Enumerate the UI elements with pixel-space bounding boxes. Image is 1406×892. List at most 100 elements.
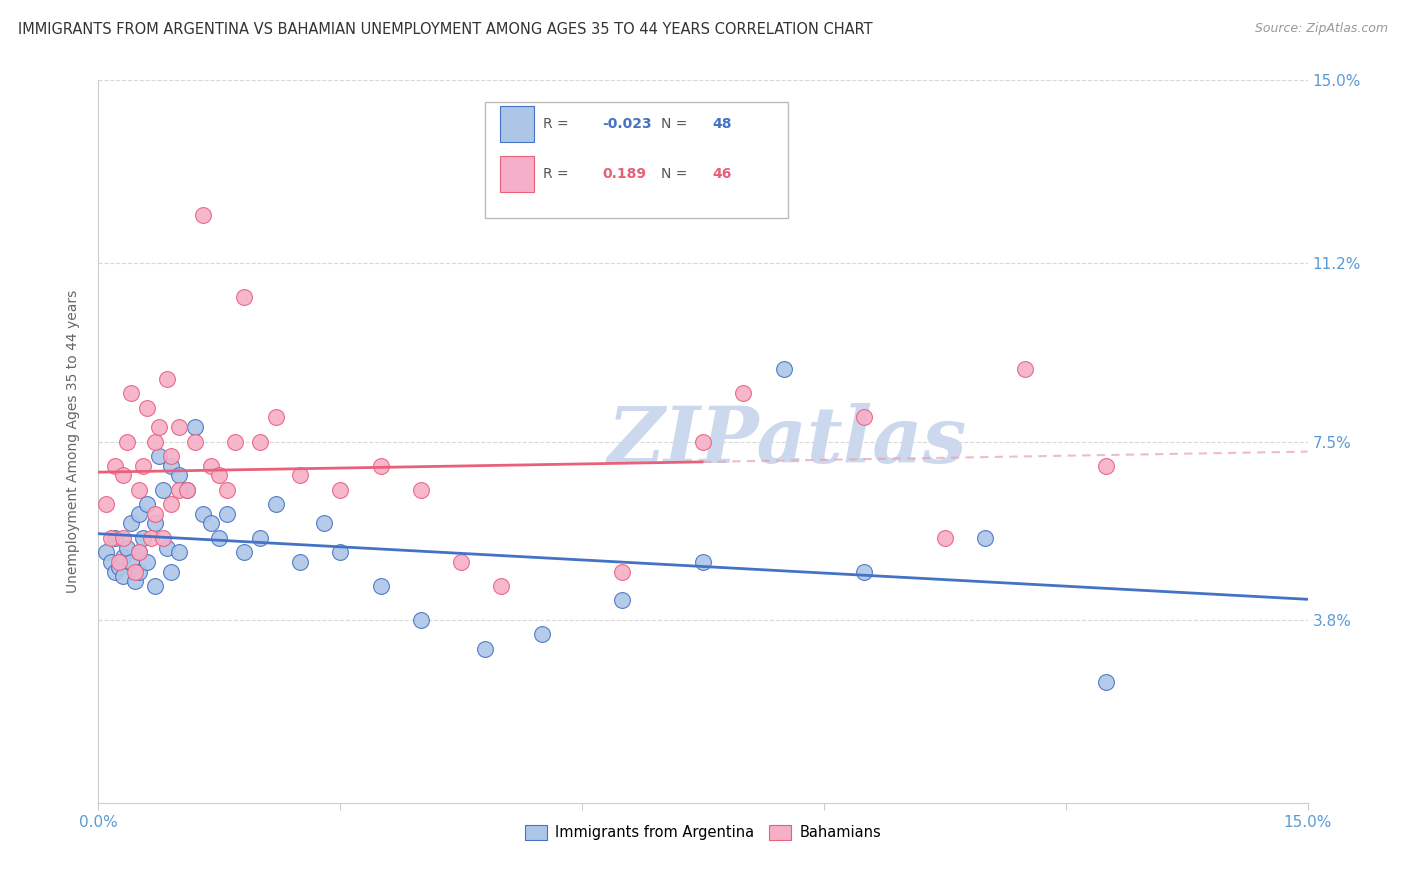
Point (111, 550, 134, 565)
Point (249, 531, 271, 545)
Point (103, 458, 125, 473)
Point (934, 531, 956, 545)
Point (96, 545, 118, 559)
Point (370, 579, 392, 593)
Text: N =: N = (661, 117, 692, 130)
Point (167, 420, 190, 434)
Point (135, 497, 157, 511)
Point (193, 507, 215, 521)
Point (612, 593, 634, 607)
Point (733, 386, 755, 401)
Point (124, 574, 146, 589)
Point (370, 458, 392, 473)
Point (176, 483, 198, 497)
Point (139, 531, 162, 545)
Point (120, 555, 142, 569)
Point (200, 516, 222, 531)
FancyBboxPatch shape (501, 156, 534, 193)
Point (409, 613, 432, 627)
Legend: Immigrants from Argentina, Bahamians: Immigrants from Argentina, Bahamians (519, 819, 887, 847)
Point (1095, 458, 1118, 473)
Point (530, 627, 553, 641)
Point (853, 410, 876, 425)
Point (974, 531, 997, 545)
Point (152, 483, 174, 497)
Point (160, 449, 183, 463)
Point (156, 372, 179, 386)
Point (314, 516, 336, 531)
Point (1095, 675, 1118, 690)
Point (491, 579, 513, 593)
Point (120, 386, 142, 401)
Point (193, 208, 215, 222)
Text: IMMIGRANTS FROM ARGENTINA VS BAHAMIAN UNEMPLOYMENT AMONG AGES 35 TO 44 YEARS COR: IMMIGRANTS FROM ARGENTINA VS BAHAMIAN UN… (18, 22, 873, 37)
Text: -0.023: -0.023 (603, 117, 652, 130)
Point (135, 401, 157, 415)
Text: 46: 46 (713, 167, 733, 181)
FancyBboxPatch shape (485, 102, 787, 218)
Text: 0.189: 0.189 (603, 167, 647, 181)
Point (450, 555, 472, 569)
Point (264, 497, 287, 511)
Point (132, 531, 155, 545)
Point (96, 497, 118, 511)
Point (128, 565, 150, 579)
Point (167, 545, 190, 559)
Point (167, 483, 190, 497)
Point (184, 420, 207, 434)
Point (249, 434, 271, 449)
Point (217, 483, 239, 497)
Point (160, 458, 183, 473)
Point (107, 559, 129, 574)
Text: Source: ZipAtlas.com: Source: ZipAtlas.com (1254, 22, 1388, 36)
Point (409, 483, 432, 497)
Point (208, 531, 231, 545)
Point (143, 516, 166, 531)
Point (115, 541, 138, 555)
Point (232, 290, 254, 304)
Point (103, 565, 125, 579)
Point (288, 468, 311, 483)
Point (152, 531, 174, 545)
Point (200, 458, 222, 473)
Point (115, 434, 138, 449)
Point (184, 434, 207, 449)
Text: 48: 48 (713, 117, 733, 130)
Point (176, 483, 198, 497)
Point (329, 545, 352, 559)
Point (143, 507, 166, 521)
Point (167, 468, 190, 483)
Text: N =: N = (661, 167, 692, 181)
Point (160, 565, 183, 579)
Point (143, 579, 166, 593)
Point (111, 569, 134, 583)
Point (124, 565, 146, 579)
Text: R =: R = (543, 167, 574, 181)
Point (132, 458, 155, 473)
Point (128, 507, 150, 521)
FancyBboxPatch shape (501, 105, 534, 142)
Point (100, 531, 122, 545)
Point (143, 434, 166, 449)
Point (160, 497, 183, 511)
Point (111, 531, 134, 545)
Y-axis label: Unemployment Among Ages 35 to 44 years: Unemployment Among Ages 35 to 44 years (66, 290, 80, 593)
Point (612, 565, 634, 579)
Point (128, 545, 150, 559)
Point (135, 555, 157, 569)
Point (148, 420, 170, 434)
Point (111, 468, 134, 483)
Point (156, 541, 179, 555)
Point (232, 545, 254, 559)
Point (288, 555, 311, 569)
Point (217, 507, 239, 521)
Point (692, 434, 714, 449)
Text: ZIPatlas: ZIPatlas (607, 403, 967, 480)
Point (107, 555, 129, 569)
Point (128, 545, 150, 559)
Point (128, 483, 150, 497)
Point (692, 555, 714, 569)
Point (100, 555, 122, 569)
Point (853, 565, 876, 579)
Text: R =: R = (543, 117, 574, 130)
